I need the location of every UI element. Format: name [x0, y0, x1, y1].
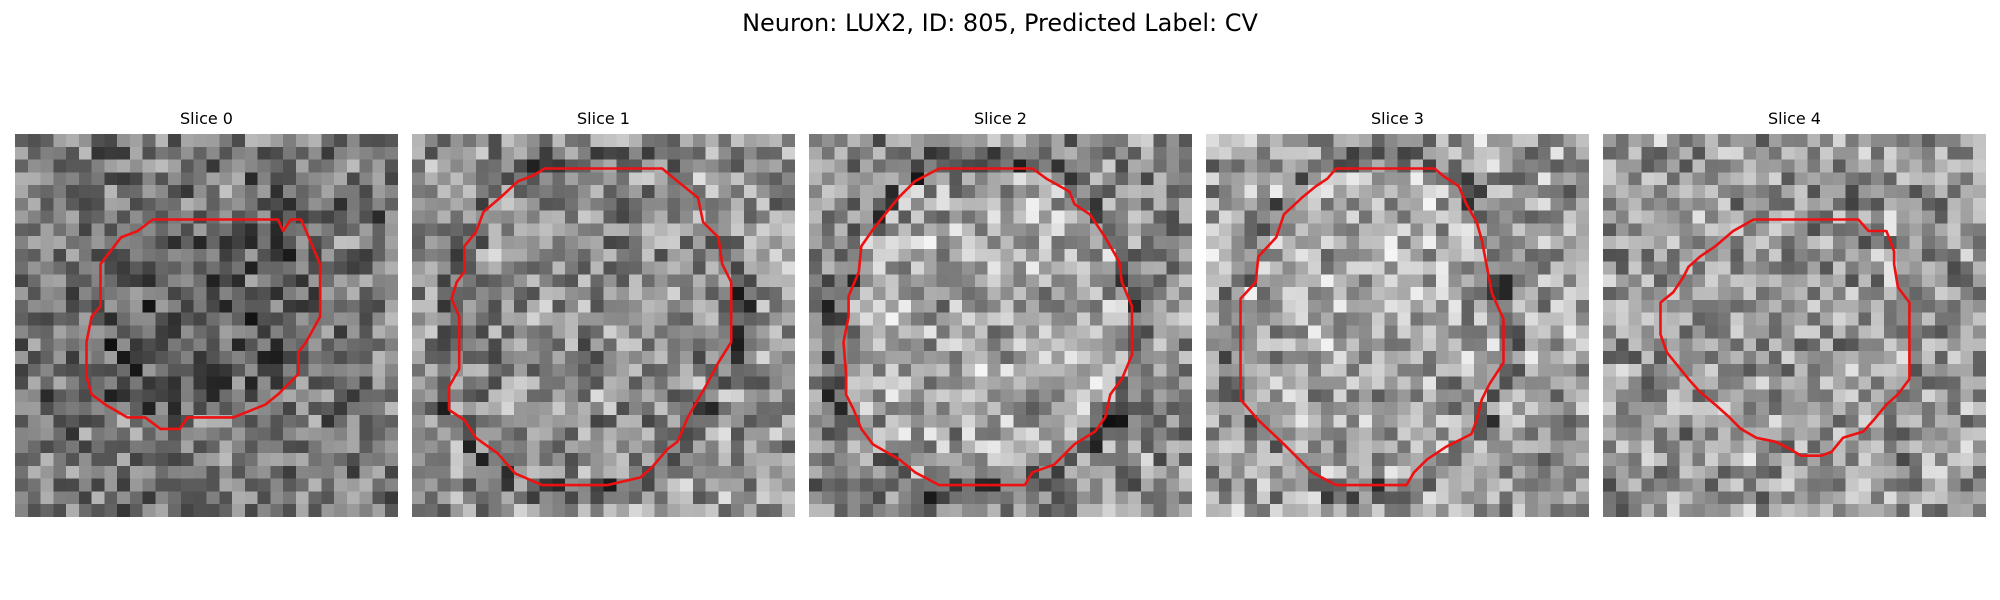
slice-title: Slice 3: [1371, 109, 1424, 128]
pixel-grid: [15, 134, 398, 517]
cell-contour: [447, 167, 733, 487]
slice-title: Slice 1: [577, 109, 630, 128]
slice-image: [412, 134, 795, 517]
pixel-grid: [1206, 134, 1589, 517]
slice-panel-0: Slice 0: [15, 108, 398, 517]
figure-title: Neuron: LUX2, ID: 805, Predicted Label: …: [742, 9, 1258, 37]
cell-contour: [842, 167, 1134, 487]
cell-contour: [1659, 218, 1911, 458]
pixel-grid: [1603, 134, 1986, 517]
slice-image: [809, 134, 1192, 517]
slice-title: Slice 0: [180, 109, 233, 128]
slice-panel-1: Slice 1: [412, 108, 795, 517]
pixel-grid: [809, 134, 1192, 517]
slice-title: Slice 2: [974, 109, 1027, 128]
slice-panel-3: Slice 3: [1206, 108, 1589, 517]
pixel-grid: [412, 134, 795, 517]
slice-panel-4: Slice 4: [1603, 108, 1986, 517]
slice-image: [15, 134, 398, 517]
cell-contour: [1239, 167, 1505, 487]
slice-image: [1206, 134, 1589, 517]
slice-title: Slice 4: [1768, 109, 1821, 128]
cell-contour: [85, 218, 322, 431]
slice-image: [1603, 134, 1986, 517]
slice-panel-2: Slice 2: [809, 108, 1192, 517]
